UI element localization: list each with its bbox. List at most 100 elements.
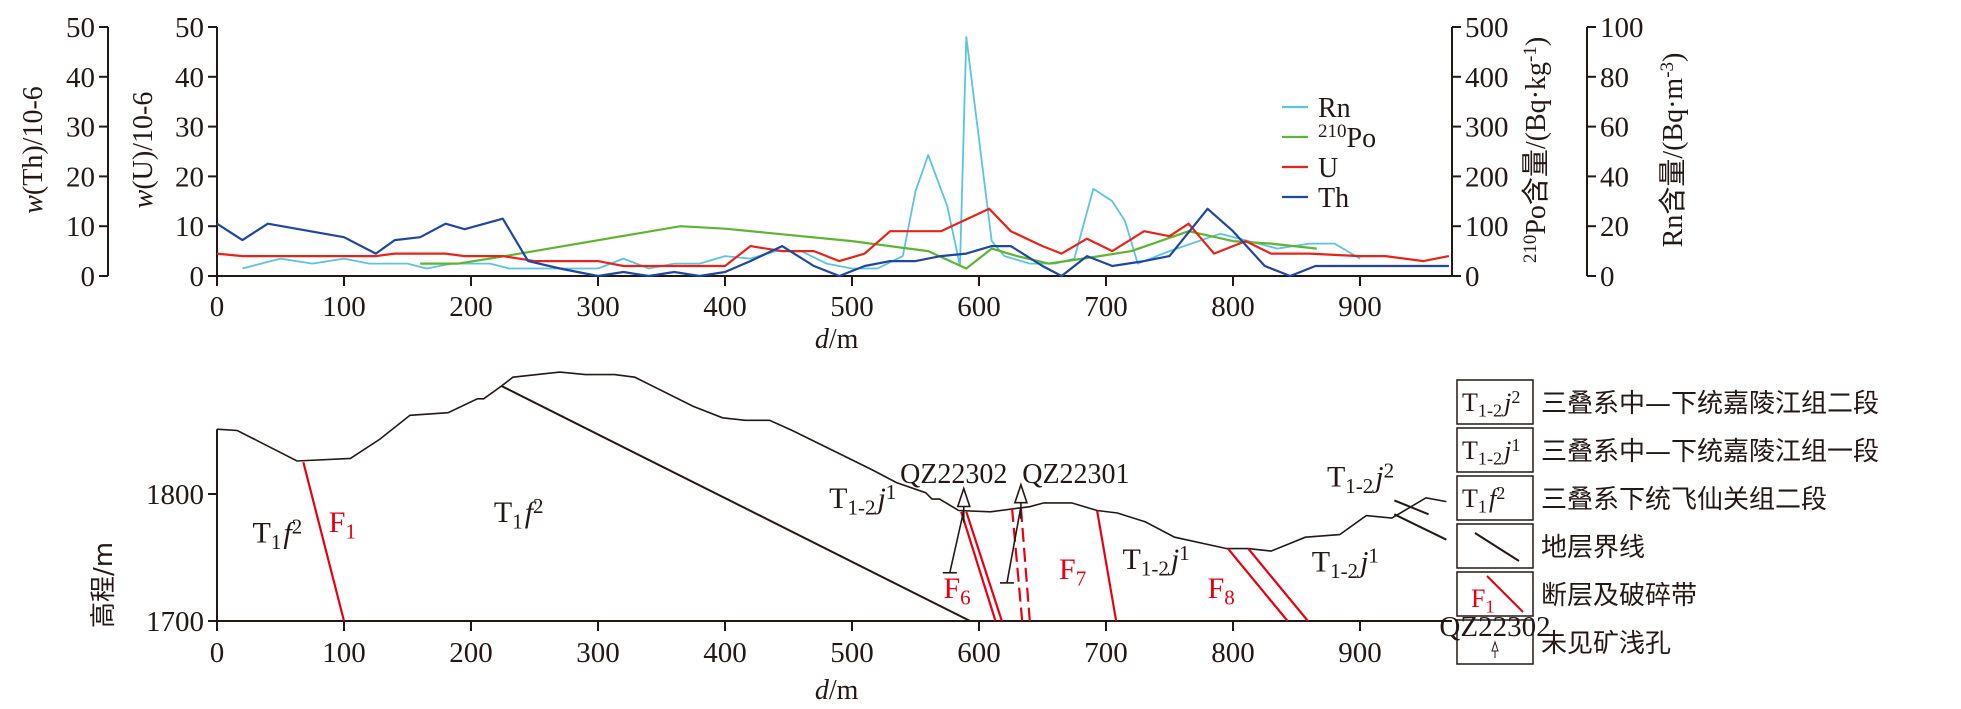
label-superscript: 2 <box>1384 458 1395 482</box>
fault-label-F6: F6 <box>943 572 970 610</box>
x-axis-label-unit: /m <box>829 324 859 355</box>
series-210po-line <box>420 225 1317 270</box>
fault-line <box>302 461 346 622</box>
rn-tick-label: 0 <box>1600 261 1615 293</box>
label-base: T <box>829 482 847 515</box>
legend-description: 未见矿浅孔 <box>1541 629 1671 659</box>
po-tick-label: 0 <box>1465 261 1480 293</box>
label-italic: j <box>1356 545 1368 578</box>
strata-label: T1-2j1 <box>1312 543 1379 583</box>
y-tick-label: 1700 <box>146 606 204 638</box>
rn-tick-label: 20 <box>1600 211 1629 243</box>
u-tick-label: 0 <box>190 261 205 293</box>
legend-label-u: U <box>1318 153 1338 184</box>
x-tick-label: 200 <box>449 637 493 669</box>
label-italic: j <box>873 482 885 515</box>
u-tick-label: 30 <box>175 112 204 144</box>
legend-label-th: Th <box>1318 183 1349 214</box>
fault-line <box>960 511 997 622</box>
legend-description: 三叠系中—下统嘉陵江组二段 <box>1541 389 1879 419</box>
borehole-line <box>1006 506 1022 584</box>
legend-description: 地层界线 <box>1541 533 1645 563</box>
label-base: F <box>1059 553 1076 586</box>
label-italic: j <box>1501 388 1511 417</box>
fault-line <box>965 511 1003 622</box>
x-axis-label-d: d <box>815 675 830 706</box>
label-superscript: 1 <box>1368 543 1379 567</box>
rn-tick-label: 100 <box>1600 12 1644 44</box>
label-base: T <box>1123 543 1141 576</box>
x-tick-label: 300 <box>576 291 620 323</box>
rn-title-main: Rn含量/(Bq·m <box>1657 78 1689 248</box>
x-tick-label: 800 <box>1211 291 1255 323</box>
x-axis-label: d/m <box>815 324 859 355</box>
series-u-line <box>216 207 1450 268</box>
label-subscript: 1 <box>271 530 282 554</box>
fault-line <box>1096 510 1118 622</box>
x-tick-label: 0 <box>210 637 225 669</box>
label-superscript: 1 <box>1511 435 1520 455</box>
legend-main: Po <box>1347 123 1377 154</box>
po-sup2: -1 <box>1520 46 1541 62</box>
x-tick-label: 400 <box>703 637 747 669</box>
legend-strata-code: T1f2 <box>1462 483 1505 517</box>
label-base: T <box>494 496 512 529</box>
label-subscript: 1 <box>345 520 356 544</box>
label-base: T <box>253 516 271 549</box>
strata-label: T1-2j2 <box>1327 458 1394 498</box>
label-subscript: 1-2 <box>1478 401 1502 421</box>
x-tick-label: 700 <box>1084 291 1128 323</box>
x-tick-label: 500 <box>830 291 874 323</box>
po-tick-label: 500 <box>1465 12 1509 44</box>
series-th-line <box>216 207 1449 278</box>
label-italic: f <box>1489 484 1500 513</box>
label-base: T <box>1462 436 1478 465</box>
strata-label: T1f2 <box>253 514 303 554</box>
x-tick-label: 900 <box>1338 291 1382 323</box>
rn-tick-label: 40 <box>1600 161 1629 193</box>
po-tick-label: 300 <box>1465 112 1509 144</box>
th-tick-label: 30 <box>66 112 95 144</box>
label-subscript: 1-2 <box>1141 557 1169 581</box>
th-tick-label: 20 <box>66 161 95 193</box>
u-tick-label: 10 <box>175 211 204 243</box>
po-axis-title: 210Po含量/(Bq·kg-1) <box>1520 37 1552 263</box>
po-sup: 210 <box>1520 235 1541 264</box>
legend-label-210po: 210Po <box>1318 121 1376 154</box>
fault-line <box>1227 547 1289 622</box>
rn-axis-title: Rn含量/(Bq·m-3) <box>1657 53 1689 248</box>
terrain-surface-line <box>216 371 1447 552</box>
strata-boundary-line <box>501 385 971 622</box>
x-tick-label: 900 <box>1338 637 1382 669</box>
label-italic: j <box>1371 460 1383 493</box>
legend-description: 三叠系中—下统嘉陵江组一段 <box>1541 437 1879 467</box>
legend-strata-code: T1-2j1 <box>1462 435 1520 469</box>
x-tick-label: 200 <box>449 291 493 323</box>
fault-label-F7: F7 <box>1059 553 1086 591</box>
x-tick-label: 100 <box>322 637 366 669</box>
label-subscript: 1-2 <box>1345 474 1373 498</box>
x-tick-label: 0 <box>210 291 225 323</box>
x-tick-label: 400 <box>703 291 747 323</box>
rn-sup: -3 <box>1657 62 1678 78</box>
label-italic: j <box>1167 543 1179 576</box>
x-tick-label: 300 <box>576 637 620 669</box>
legend-fault-line-icon <box>1486 575 1524 613</box>
label-base: F <box>943 572 960 605</box>
y-tick-label: 1800 <box>146 479 204 511</box>
label-base: F <box>1208 572 1225 605</box>
th-tick-label: 10 <box>66 211 95 243</box>
label-subscript: 1-2 <box>1478 449 1502 469</box>
label-superscript: 2 <box>533 494 544 518</box>
legend-label-rn: Rn <box>1318 93 1351 124</box>
rn-close: ) <box>1658 53 1689 62</box>
u-tick-label: 50 <box>175 12 204 44</box>
label-subscript: 1 <box>1485 597 1494 617</box>
y-axis-title: 高程/m <box>89 542 119 628</box>
x-tick-label: 600 <box>957 291 1001 323</box>
x-tick-label: 100 <box>322 291 366 323</box>
label-subscript: 7 <box>1076 567 1087 591</box>
th-title-rest: (Th)/10-6 <box>18 86 49 195</box>
